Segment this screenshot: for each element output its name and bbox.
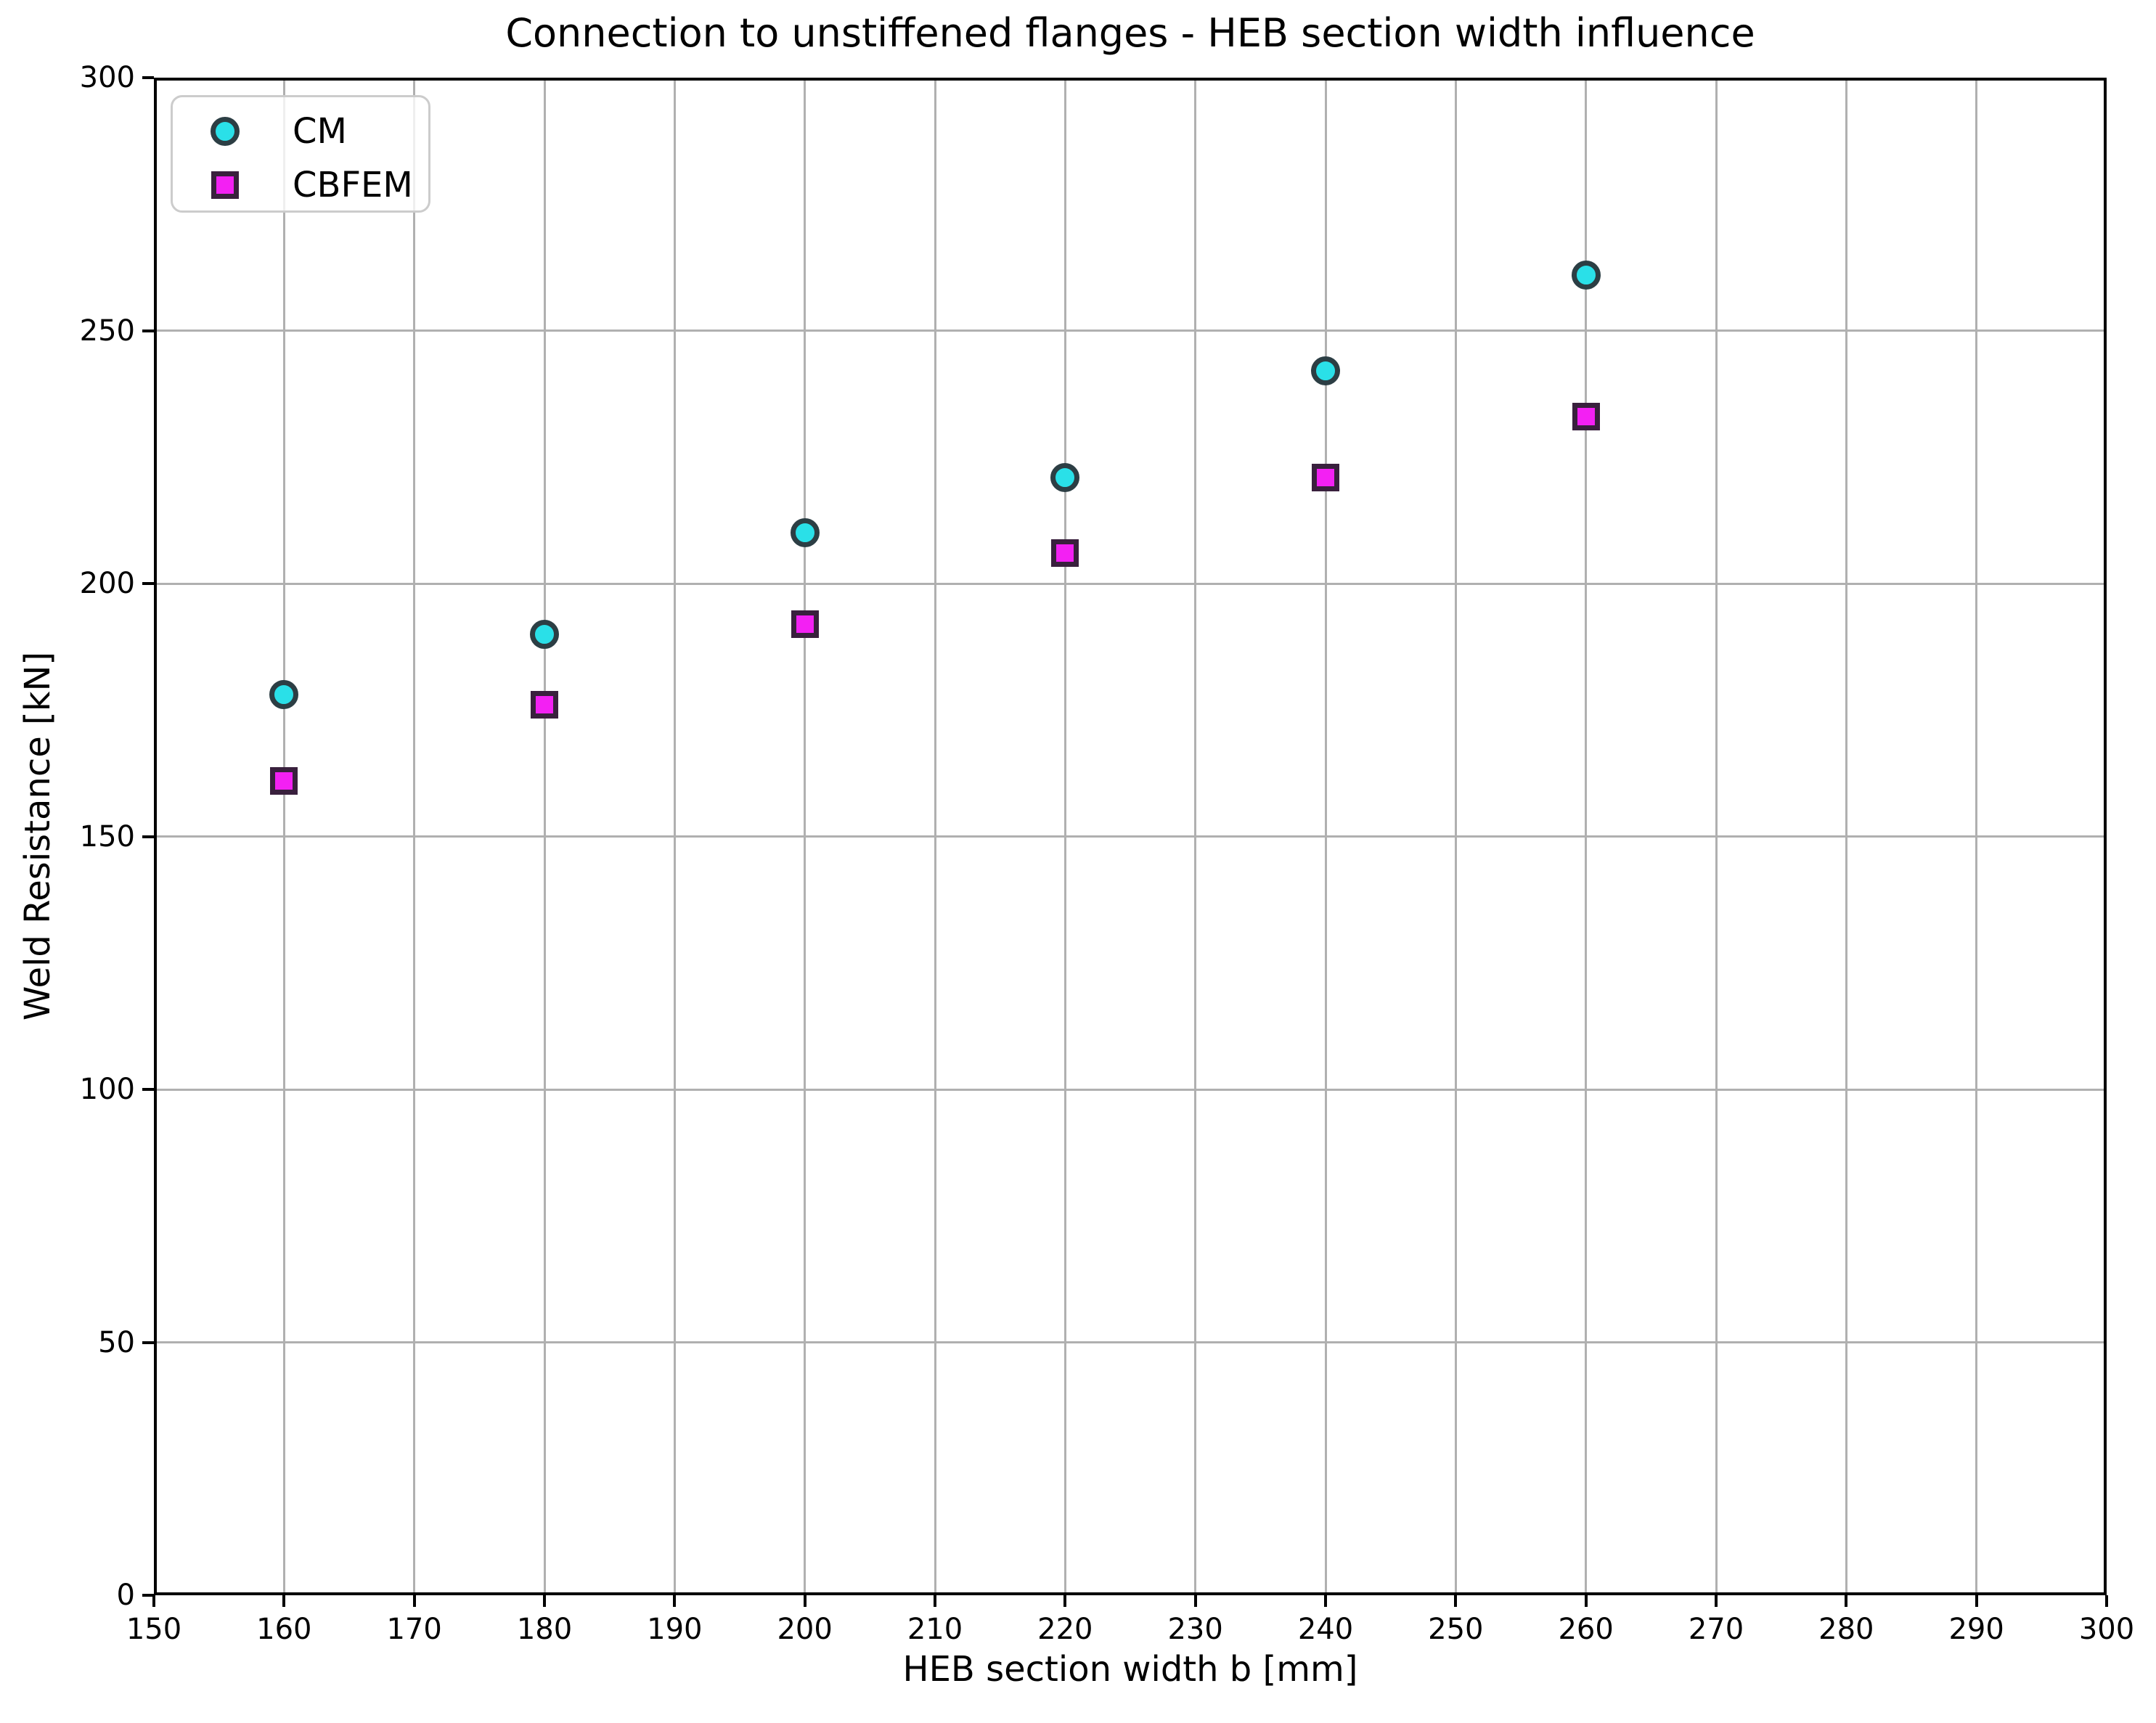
cbfem-data-point <box>791 610 819 638</box>
x-tick-label: 250 <box>1428 1613 1484 1646</box>
x-tick-label: 260 <box>1558 1613 1614 1646</box>
y-tick-mark <box>142 1341 154 1344</box>
x-tick-label: 230 <box>1167 1613 1223 1646</box>
cbfem-data-point <box>1312 463 1339 491</box>
x-tick-mark <box>1845 1595 1848 1607</box>
cbfem-data-point <box>270 766 298 795</box>
x-tick-label: 280 <box>1818 1613 1874 1646</box>
x-tick-label: 170 <box>386 1613 442 1646</box>
x-axis-label: HEB section width b [mm] <box>902 1649 1358 1690</box>
x-tick-label: 270 <box>1688 1613 1744 1646</box>
cm-data-point <box>1311 356 1340 386</box>
cm-data-point <box>790 518 820 548</box>
grid-line-horizontal <box>154 582 2107 585</box>
legend-label-cm: CM <box>293 111 347 152</box>
grid-line-horizontal <box>154 330 2107 332</box>
y-tick-mark <box>142 1088 154 1091</box>
x-tick-label: 240 <box>1297 1613 1354 1646</box>
plot-area <box>154 78 2107 1595</box>
legend: CM CBFEM <box>171 95 430 213</box>
cm-data-point <box>1571 260 1601 290</box>
y-tick-label: 200 <box>79 567 135 600</box>
cm-data-point <box>1050 462 1080 492</box>
x-tick-label: 150 <box>126 1613 182 1646</box>
y-tick-label: 50 <box>98 1325 135 1359</box>
x-tick-mark <box>673 1595 677 1607</box>
y-tick-mark <box>142 1594 154 1597</box>
grid-line-horizontal <box>154 835 2107 838</box>
x-tick-mark <box>1324 1595 1327 1607</box>
y-tick-label: 0 <box>116 1579 135 1612</box>
y-tick-mark <box>142 76 154 79</box>
cbfem-data-point <box>531 691 558 719</box>
x-tick-label: 200 <box>777 1613 833 1646</box>
cm-data-point <box>530 619 559 649</box>
x-tick-label: 290 <box>1948 1613 2004 1646</box>
grid-line-horizontal <box>154 1088 2107 1091</box>
x-tick-label: 160 <box>256 1613 312 1646</box>
cm-data-point <box>269 680 299 710</box>
y-tick-mark <box>142 835 154 838</box>
x-tick-mark <box>412 1595 416 1607</box>
chart-title: Connection to unstiffened flanges - HEB … <box>505 10 1755 56</box>
cm-legend-marker-icon <box>211 117 240 146</box>
cbfem-data-point <box>1051 539 1079 568</box>
x-tick-label: 210 <box>907 1613 963 1646</box>
cbfem-legend-marker-icon <box>211 171 239 199</box>
x-tick-mark <box>543 1595 546 1607</box>
y-tick-mark <box>142 329 154 332</box>
y-tick-label: 150 <box>79 819 135 854</box>
x-tick-mark <box>152 1595 155 1607</box>
x-tick-label: 180 <box>516 1613 573 1646</box>
grid-line-horizontal <box>154 1341 2107 1343</box>
x-tick-mark <box>1584 1595 1588 1607</box>
y-tick-label: 300 <box>79 61 135 94</box>
x-tick-mark <box>1454 1595 1458 1607</box>
x-tick-label: 300 <box>2078 1613 2135 1646</box>
x-tick-mark <box>934 1595 936 1607</box>
cbfem-data-point <box>1572 402 1600 430</box>
x-tick-mark <box>1193 1595 1197 1607</box>
x-tick-mark <box>282 1595 286 1607</box>
x-tick-mark <box>1975 1595 1978 1607</box>
x-tick-mark <box>1715 1595 1718 1607</box>
legend-label-cbfem: CBFEM <box>293 165 413 205</box>
y-tick-mark <box>142 582 154 585</box>
y-tick-label: 100 <box>79 1073 135 1106</box>
x-tick-label: 220 <box>1037 1613 1093 1646</box>
x-tick-mark <box>2105 1595 2108 1607</box>
x-tick-mark <box>1063 1595 1067 1607</box>
x-tick-label: 190 <box>647 1613 703 1646</box>
x-tick-mark <box>803 1595 807 1607</box>
y-tick-label: 250 <box>79 314 135 348</box>
